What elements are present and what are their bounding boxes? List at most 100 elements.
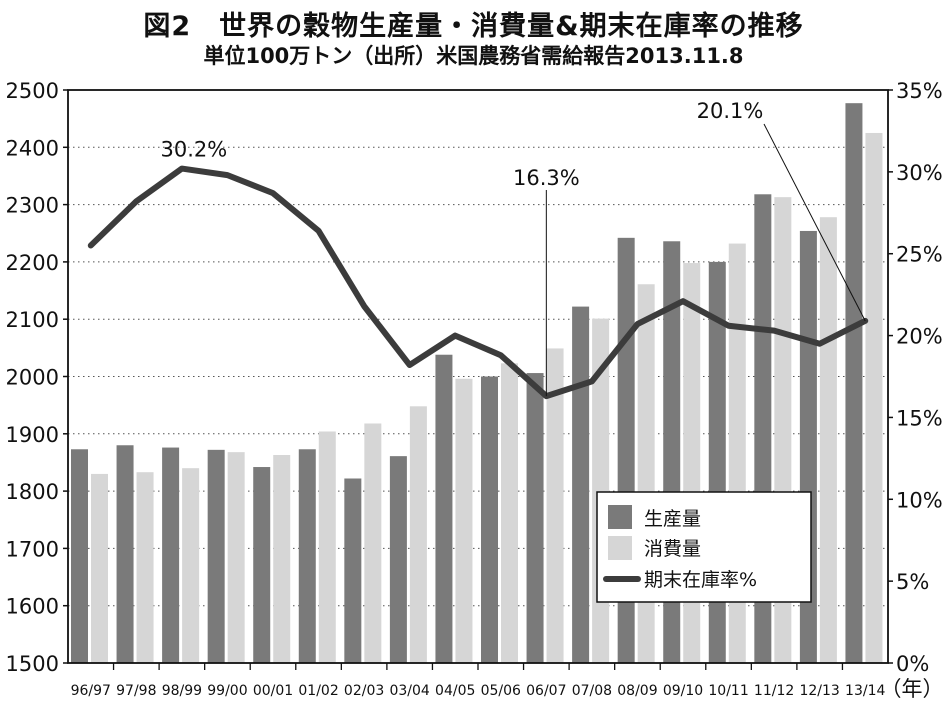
- bar-production: [344, 478, 362, 663]
- bar-consumption: [501, 363, 518, 663]
- x-tick-label: 99/00: [207, 683, 247, 699]
- bar-consumption: [273, 455, 291, 663]
- bar-consumption: [91, 473, 108, 663]
- chart-subtitle: 単位100万トン（出所）米国農務省需給報告2013.11.8: [203, 44, 744, 68]
- bar-consumption: [683, 263, 701, 663]
- right-tick-label: 25%: [896, 243, 943, 267]
- chart-title: 図2 世界の穀物生産量・消費量&期末在庫率の推移: [143, 11, 804, 42]
- x-tick-label: 08/09: [617, 683, 657, 699]
- line-point: [727, 324, 731, 328]
- annotations: 30.2% 16.3% 20.1%: [161, 99, 866, 397]
- left-tick-label: 2300: [6, 194, 59, 218]
- right-tick-label: 5%: [896, 570, 929, 594]
- line-point: [681, 299, 685, 303]
- gridlines: [68, 146, 888, 607]
- left-tick-label: 1500: [6, 652, 59, 676]
- x-tick-label: 96/97: [71, 683, 111, 699]
- bar-consumption: [182, 468, 200, 663]
- left-tick-label: 1900: [6, 423, 59, 447]
- stock-ratio-line: [87, 165, 869, 400]
- left-tick-label: 1600: [6, 595, 59, 619]
- x-unit-label: （年）: [881, 677, 944, 701]
- x-tick-label: 98/99: [162, 683, 202, 699]
- legend-label-ratio: 期末在庫率%: [644, 569, 757, 591]
- bar-production: [481, 376, 498, 663]
- plot-frame: [67, 89, 889, 664]
- x-tick-label: 03/04: [389, 683, 429, 699]
- line-point: [225, 173, 229, 177]
- bar-production: [389, 456, 407, 663]
- legend-box: [596, 491, 812, 603]
- bar-consumption: [364, 423, 382, 663]
- bar-consumption: [227, 452, 245, 663]
- line-point: [317, 229, 321, 233]
- left-tick-label: 2000: [6, 366, 59, 390]
- line-point: [134, 199, 138, 203]
- bar-consumption: [819, 217, 837, 663]
- left-tick-label: 2400: [6, 136, 59, 160]
- bar-consumption: [865, 132, 883, 664]
- annotation-leader: [763, 123, 866, 322]
- x-tick-label: 01/02: [298, 683, 338, 699]
- left-tick-label: 1800: [6, 480, 59, 504]
- annotation-label: 20.1%: [697, 99, 764, 123]
- bar-production: [116, 445, 134, 663]
- bar-production: [845, 103, 863, 663]
- x-tick-label: 10/11: [708, 683, 748, 699]
- left-tick-label: 2500: [6, 79, 59, 103]
- bar-production: [572, 306, 590, 663]
- x-tick-label: 06/07: [526, 683, 566, 699]
- bar-consumption: [409, 406, 427, 663]
- bar-production: [207, 449, 225, 663]
- bar-production: [298, 449, 316, 663]
- line-point: [271, 191, 275, 195]
- line-point: [408, 363, 412, 367]
- right-tick-label: 15%: [896, 406, 943, 430]
- legend-label-production: 生産量: [644, 508, 701, 530]
- line-point: [180, 167, 184, 171]
- line-point: [499, 353, 503, 357]
- bar-consumption: [455, 378, 473, 663]
- left-tick-label: 2100: [6, 308, 59, 332]
- line-point: [453, 334, 457, 338]
- bar-production: [71, 449, 88, 663]
- right-tick-label: 30%: [896, 161, 943, 185]
- line-point: [590, 379, 594, 383]
- left-tick-label: 1700: [6, 537, 59, 561]
- x-tick-label: 05/06: [481, 683, 521, 699]
- legend-swatch-production: [608, 505, 632, 529]
- annotation-label: 16.3%: [513, 166, 580, 190]
- x-tick-label: 04/05: [435, 683, 475, 699]
- x-tick-label: 11/12: [754, 683, 794, 699]
- bar-production: [253, 467, 271, 663]
- x-tick-label: 97/98: [116, 683, 156, 699]
- x-tick-label: 00/01: [253, 683, 293, 699]
- annotation-label: 30.2%: [161, 138, 228, 162]
- right-tick-label: 35%: [896, 79, 943, 103]
- bar-production: [526, 373, 544, 663]
- axes: 1500 1600 1700 1800 1900 2000 2100 2200 2300 2400…: [6, 79, 944, 701]
- bar-consumption: [136, 472, 154, 663]
- bar-production: [435, 354, 453, 663]
- right-tick-label: 0%: [896, 652, 929, 676]
- line-point: [89, 244, 93, 248]
- bar-consumption: [318, 431, 336, 663]
- right-tick-label: 20%: [896, 325, 943, 349]
- bar-consumption: [637, 284, 655, 663]
- legend-label-consumption: 消費量: [644, 538, 701, 560]
- line-point: [772, 329, 776, 333]
- x-tick-label: 12/13: [799, 683, 839, 699]
- x-tick-label: 13/14: [845, 683, 885, 699]
- right-tick-label: 10%: [896, 488, 943, 512]
- x-tick-label: 02/03: [344, 683, 384, 699]
- line-stock-ratio: [87, 165, 869, 400]
- legend-swatch-consumption: [608, 536, 632, 560]
- left-tick-label: 2200: [6, 251, 59, 275]
- line-point: [362, 304, 366, 308]
- x-tick-label: 09/10: [663, 683, 703, 699]
- bar-production: [162, 447, 180, 663]
- x-tick-label: 07/08: [572, 683, 612, 699]
- line-point: [818, 342, 822, 346]
